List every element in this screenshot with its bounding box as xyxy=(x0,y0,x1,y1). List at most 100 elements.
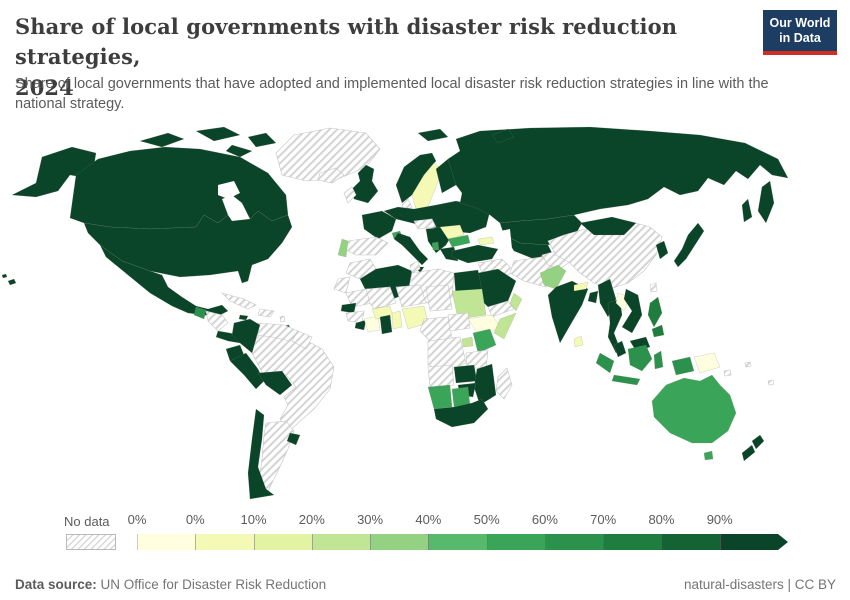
country-somalia[interactable] xyxy=(493,312,517,340)
country-sudan[interactable] xyxy=(451,288,487,320)
country-philippines[interactable] xyxy=(647,296,665,338)
country-svalbard[interactable] xyxy=(417,128,449,142)
country-yemen[interactable] xyxy=(487,300,515,318)
country-bulgaria[interactable] xyxy=(447,234,471,248)
country-taiwan[interactable] xyxy=(649,282,658,293)
country-uruguay[interactable] xyxy=(286,432,301,446)
country-argentina[interactable] xyxy=(257,420,295,492)
country-russia-novaya-zemlya[interactable] xyxy=(491,128,515,144)
world-map[interactable] xyxy=(0,123,850,508)
country-indonesia-sumatra[interactable] xyxy=(595,352,615,374)
country-usa-hawaii[interactable] xyxy=(1,273,17,286)
country-chad[interactable] xyxy=(425,284,453,312)
legend-tick-label: 0% xyxy=(185,512,205,527)
country-solomon[interactable] xyxy=(723,369,732,377)
country-romania[interactable] xyxy=(439,224,465,240)
title-line-1: Share of local governments with disaster… xyxy=(15,14,678,70)
country-pakistan[interactable] xyxy=(539,264,567,290)
country-south-korea[interactable] xyxy=(655,240,669,260)
country-western-sahara[interactable] xyxy=(333,276,351,294)
country-tunisia[interactable] xyxy=(409,260,421,274)
country-ireland[interactable] xyxy=(343,186,357,204)
country-canada-arctic-4[interactable] xyxy=(225,144,253,158)
country-albania[interactable] xyxy=(431,241,440,251)
country-cameroon-congo[interactable] xyxy=(419,316,453,342)
country-new-zealand[interactable] xyxy=(741,434,765,462)
country-guatemala[interactable] xyxy=(193,306,207,320)
country-madagascar[interactable] xyxy=(495,367,513,400)
country-kenya[interactable] xyxy=(472,328,497,354)
country-angola[interactable] xyxy=(427,364,455,388)
country-papua-new-guinea[interactable] xyxy=(693,352,721,374)
country-guyanas[interactable] xyxy=(291,330,313,350)
country-colombia[interactable] xyxy=(231,318,261,354)
country-south-africa[interactable] xyxy=(433,398,489,428)
country-uganda[interactable] xyxy=(461,336,474,348)
country-indonesia-java[interactable] xyxy=(611,374,641,386)
country-norway[interactable] xyxy=(395,152,437,204)
country-turkey[interactable] xyxy=(451,244,499,264)
country-jamaica[interactable] xyxy=(238,314,249,321)
country-spain[interactable] xyxy=(343,236,389,256)
country-bolivia[interactable] xyxy=(257,370,293,396)
legend-tick-label: 0% xyxy=(127,512,147,527)
country-namibia[interactable] xyxy=(427,384,453,410)
country-lesser-antilles[interactable] xyxy=(279,315,286,323)
country-senegal[interactable] xyxy=(340,302,357,314)
country-usa[interactable] xyxy=(83,210,293,284)
country-canada-arctic-2[interactable] xyxy=(195,126,241,142)
country-chile[interactable] xyxy=(247,408,275,500)
legend-no-data-swatch[interactable] xyxy=(66,534,116,550)
country-pacific-1[interactable] xyxy=(767,379,775,386)
country-south-sudan[interactable] xyxy=(447,312,471,332)
country-india[interactable] xyxy=(547,280,589,344)
country-mexico[interactable] xyxy=(99,244,229,318)
country-czechia-hungary[interactable] xyxy=(413,218,437,230)
country-oman[interactable] xyxy=(509,292,523,312)
country-canada-arctic-1[interactable] xyxy=(139,132,185,148)
country-nepal[interactable] xyxy=(573,281,589,292)
country-russia-sakhalin[interactable] xyxy=(741,198,753,223)
country-guinea[interactable] xyxy=(345,310,365,324)
country-canada-arctic-3[interactable] xyxy=(247,132,277,148)
country-brazil[interactable] xyxy=(251,332,335,434)
country-indonesia-kalimantan[interactable] xyxy=(627,344,653,372)
legend-colorbar[interactable] xyxy=(137,534,778,550)
legend-tick-label: 90% xyxy=(706,512,733,527)
country-georgia[interactable] xyxy=(477,236,495,246)
country-mali[interactable] xyxy=(365,286,397,310)
country-vietnam[interactable] xyxy=(621,288,643,334)
legend-tick-label: 10% xyxy=(240,512,267,527)
country-bangladesh[interactable] xyxy=(587,290,599,304)
country-indonesia-papua[interactable] xyxy=(671,356,695,376)
country-hispaniola[interactable] xyxy=(257,308,275,318)
title-line-2: 2024 xyxy=(15,74,74,100)
legend-tick-label: 40% xyxy=(415,512,442,527)
country-france[interactable] xyxy=(361,210,397,240)
country-malaysia-peninsula[interactable] xyxy=(613,340,627,358)
legend-tick-label: 20% xyxy=(298,512,325,527)
map-legend: No data 0% 0% 10% 20% 30% 40% 50% 60% 70% 80% 90% xyxy=(0,511,850,559)
country-australia[interactable] xyxy=(651,374,737,444)
country-portugal[interactable] xyxy=(337,238,349,258)
legend-no-data-label: No data xyxy=(64,514,110,529)
country-russia-kamchatka[interactable] xyxy=(757,180,775,224)
country-mozambique[interactable] xyxy=(473,363,497,406)
country-cuba[interactable] xyxy=(220,292,257,310)
country-tasmania[interactable] xyxy=(703,450,714,461)
country-ghana[interactable] xyxy=(379,314,393,335)
country-pacific-2[interactable] xyxy=(744,361,752,368)
country-indonesia-sulawesi[interactable] xyxy=(653,350,664,370)
country-japan[interactable] xyxy=(673,222,705,268)
country-cote-divoire[interactable] xyxy=(363,315,381,333)
country-sri-lanka[interactable] xyxy=(573,335,584,348)
country-niger[interactable] xyxy=(395,284,427,308)
country-zambia[interactable] xyxy=(453,364,478,384)
owid-logo[interactable]: Our World in Data xyxy=(763,10,837,55)
country-liberia[interactable] xyxy=(354,319,367,331)
country-togo-benin[interactable] xyxy=(391,310,403,330)
country-mongolia[interactable] xyxy=(579,216,637,236)
country-iceland[interactable] xyxy=(317,167,345,184)
country-honduras-nicaragua[interactable] xyxy=(205,310,229,332)
country-uk[interactable] xyxy=(351,164,379,204)
